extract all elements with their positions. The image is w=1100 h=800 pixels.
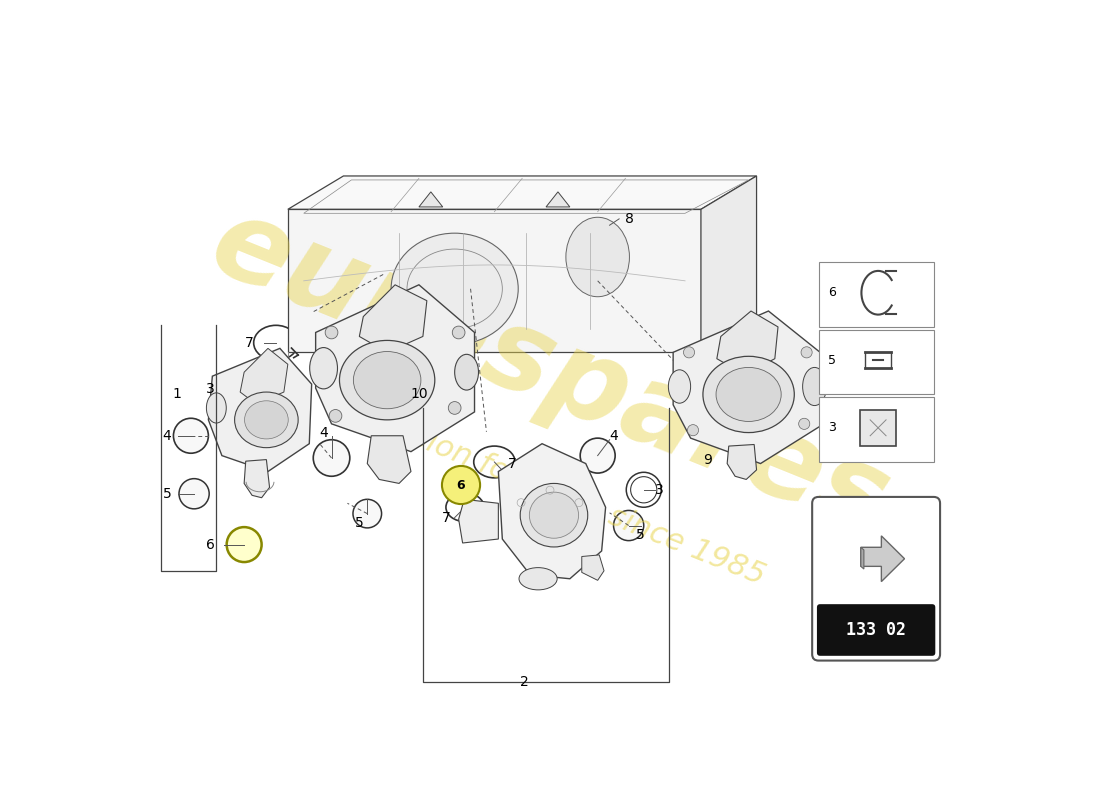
Polygon shape xyxy=(208,348,311,471)
Circle shape xyxy=(580,438,615,473)
Polygon shape xyxy=(244,459,270,498)
Polygon shape xyxy=(861,547,864,569)
Circle shape xyxy=(801,346,812,358)
Ellipse shape xyxy=(520,483,587,547)
FancyBboxPatch shape xyxy=(860,410,896,446)
Text: 9: 9 xyxy=(703,453,712,466)
Circle shape xyxy=(442,466,480,504)
Circle shape xyxy=(449,402,461,414)
Circle shape xyxy=(683,346,694,358)
Ellipse shape xyxy=(454,354,478,390)
Text: eurospares: eurospares xyxy=(196,186,904,558)
Text: 4: 4 xyxy=(163,429,172,442)
FancyBboxPatch shape xyxy=(812,497,940,661)
Ellipse shape xyxy=(234,392,298,448)
Polygon shape xyxy=(546,192,570,207)
Ellipse shape xyxy=(669,370,691,403)
Ellipse shape xyxy=(207,393,227,423)
Polygon shape xyxy=(582,555,604,580)
Ellipse shape xyxy=(565,218,629,297)
Circle shape xyxy=(688,425,698,436)
Text: 3: 3 xyxy=(828,422,836,434)
Polygon shape xyxy=(288,176,757,210)
Text: 1: 1 xyxy=(173,386,182,401)
Circle shape xyxy=(353,499,382,528)
Text: 133 02: 133 02 xyxy=(846,621,906,639)
Circle shape xyxy=(326,326,338,339)
Text: 4: 4 xyxy=(609,429,618,442)
Circle shape xyxy=(314,440,350,476)
Text: 8: 8 xyxy=(625,212,634,226)
Polygon shape xyxy=(717,311,778,374)
Text: 7: 7 xyxy=(442,510,451,525)
Text: 5: 5 xyxy=(163,486,172,501)
Ellipse shape xyxy=(703,356,794,433)
Text: 3: 3 xyxy=(206,382,214,396)
Text: 4: 4 xyxy=(319,426,328,440)
Circle shape xyxy=(227,527,262,562)
Polygon shape xyxy=(498,444,606,578)
Circle shape xyxy=(452,326,465,339)
Text: 7: 7 xyxy=(245,336,254,350)
Ellipse shape xyxy=(353,351,421,409)
Ellipse shape xyxy=(529,492,579,538)
Polygon shape xyxy=(459,499,498,543)
Ellipse shape xyxy=(392,233,518,344)
Ellipse shape xyxy=(310,347,338,389)
Text: 6: 6 xyxy=(456,478,465,491)
Text: 6: 6 xyxy=(206,538,214,551)
Text: 5: 5 xyxy=(828,354,836,366)
Polygon shape xyxy=(240,348,288,404)
Ellipse shape xyxy=(803,367,826,406)
FancyBboxPatch shape xyxy=(818,262,934,326)
Polygon shape xyxy=(419,192,442,207)
Circle shape xyxy=(179,478,209,509)
Circle shape xyxy=(799,418,810,430)
Text: 5: 5 xyxy=(355,516,364,530)
Polygon shape xyxy=(288,210,701,352)
Circle shape xyxy=(614,510,644,541)
FancyBboxPatch shape xyxy=(818,398,934,462)
Circle shape xyxy=(329,410,342,422)
Text: 5: 5 xyxy=(636,528,645,542)
Polygon shape xyxy=(727,445,757,479)
Polygon shape xyxy=(360,285,427,352)
Text: 10: 10 xyxy=(410,386,428,401)
Text: 3: 3 xyxy=(656,482,664,497)
Polygon shape xyxy=(701,176,757,352)
Ellipse shape xyxy=(519,568,558,590)
Ellipse shape xyxy=(340,341,434,420)
Text: a passion for parts since 1985: a passion for parts since 1985 xyxy=(331,391,769,591)
FancyBboxPatch shape xyxy=(818,330,934,394)
FancyBboxPatch shape xyxy=(817,604,935,656)
Polygon shape xyxy=(367,436,411,483)
Ellipse shape xyxy=(716,367,781,422)
Text: 7: 7 xyxy=(507,457,516,470)
Ellipse shape xyxy=(244,401,288,439)
Text: 2: 2 xyxy=(520,675,529,689)
Text: 6: 6 xyxy=(828,286,836,299)
Polygon shape xyxy=(673,311,821,463)
Polygon shape xyxy=(861,536,904,582)
Circle shape xyxy=(174,418,208,454)
Polygon shape xyxy=(316,285,474,452)
